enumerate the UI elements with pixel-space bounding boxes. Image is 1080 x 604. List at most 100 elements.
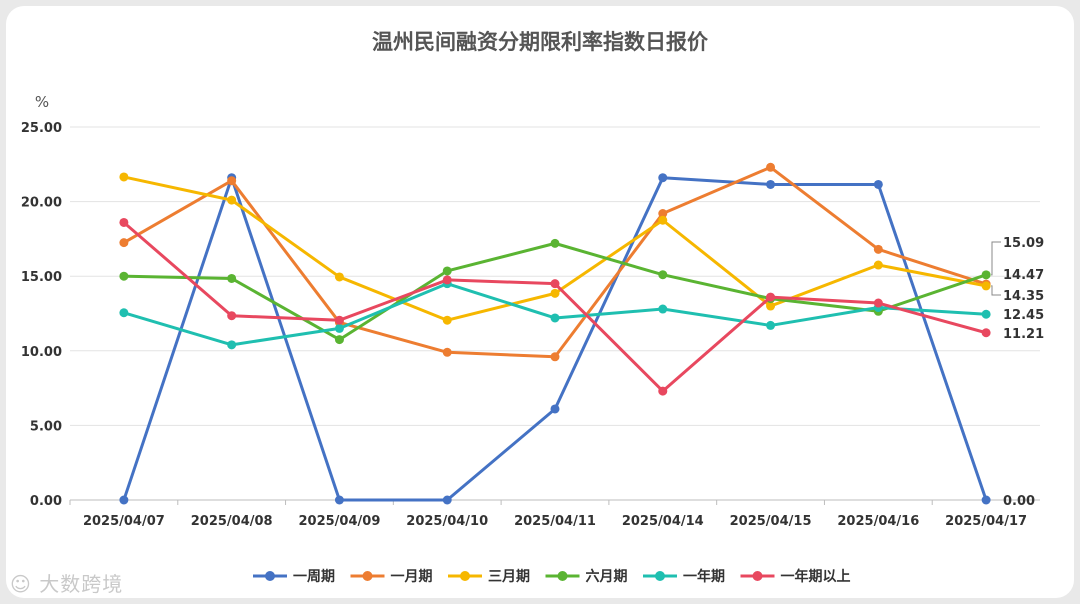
series-一年期以上 <box>119 217 991 396</box>
data-point <box>658 215 668 225</box>
data-point <box>658 209 668 219</box>
data-point <box>119 271 129 281</box>
data-point <box>119 172 129 182</box>
end-label: 11.21 <box>1003 327 1044 342</box>
legend-swatch-dot <box>557 571 568 581</box>
watermark: ☺ 大数跨境 <box>10 568 123 597</box>
end-label: 15.09 <box>1003 236 1044 251</box>
legend-label: 一月期 <box>391 569 433 585</box>
data-point <box>119 495 129 505</box>
data-point <box>334 495 344 505</box>
series-六月期 <box>119 238 991 345</box>
legend-swatch-dot <box>460 571 470 581</box>
x-tick-label: 2025/04/09 <box>299 514 381 529</box>
x-tick-label: 2025/04/11 <box>514 514 596 529</box>
data-point <box>442 275 452 285</box>
y-tick-label: 20.00 <box>21 196 62 211</box>
data-point <box>766 320 776 330</box>
data-point <box>334 335 344 345</box>
series-lines <box>119 162 991 505</box>
y-tick-label: 10.00 <box>21 345 62 360</box>
series-三月期 <box>119 172 991 325</box>
x-tick-label: 2025/04/17 <box>945 514 1027 529</box>
data-point <box>873 298 883 308</box>
end-label-leader <box>991 285 1001 296</box>
chart-card <box>6 6 1074 598</box>
legend-item: 六月期 <box>545 568 628 585</box>
series-line <box>122 176 988 502</box>
data-point <box>981 495 991 505</box>
data-point <box>766 292 776 302</box>
series-line <box>123 175 987 322</box>
y-axis: 0.00 5.00 10.00 15.00 20.00 25.00 <box>21 121 62 509</box>
end-label: 0.00 <box>1003 494 1035 509</box>
data-point <box>766 301 776 311</box>
legend-label: 六月期 <box>586 568 628 585</box>
legend-item: 一月期 <box>350 569 433 585</box>
data-point <box>550 288 560 298</box>
series-一月期 <box>119 162 991 362</box>
data-point <box>442 315 452 325</box>
data-point <box>766 162 776 172</box>
data-point <box>442 347 452 357</box>
data-point <box>550 313 560 323</box>
data-point <box>873 260 883 270</box>
y-unit-label: % <box>35 93 49 111</box>
data-point <box>227 176 237 186</box>
data-point <box>658 173 668 183</box>
y-tick-label: 5.00 <box>30 419 62 434</box>
chart-title: 温州民间融资分期限利率指数日报价 <box>372 30 709 54</box>
data-point <box>119 238 129 248</box>
data-point <box>981 281 991 291</box>
data-point <box>334 272 344 282</box>
watermark-logo-icon: ☺ <box>10 572 32 596</box>
legend-item: 一周期 <box>253 569 335 585</box>
data-point <box>227 340 237 350</box>
data-point <box>873 179 883 189</box>
data-point <box>334 323 344 333</box>
legend-swatch-dot <box>362 571 373 581</box>
end-label: 14.47 <box>1003 268 1044 283</box>
end-labels: 15.09 14.47 14.35 12.45 11.21 0.00 <box>991 236 1044 509</box>
series-line <box>123 165 987 359</box>
y-tick-label: 0.00 <box>30 494 62 509</box>
series-一周期 <box>119 173 991 505</box>
y-tick-label: 25.00 <box>21 121 62 136</box>
legend-item: 三月期 <box>448 569 530 585</box>
end-label: 12.45 <box>1003 308 1044 323</box>
x-tick-label: 2025/04/14 <box>622 514 704 529</box>
x-tick-label: 2025/04/08 <box>191 514 273 529</box>
legend-label: 三月期 <box>488 569 530 585</box>
data-point <box>766 179 776 189</box>
legend-swatch-dot <box>655 571 665 581</box>
legend-swatch-dot <box>265 571 275 581</box>
x-tick-label: 2025/04/10 <box>406 514 488 529</box>
data-point <box>442 266 452 276</box>
legend-item: 一年期 <box>643 568 725 585</box>
watermark-text: 大数跨境 <box>39 572 124 596</box>
x-axis: 2025/04/07 2025/04/08 2025/04/09 2025/04/10… <box>69 500 1027 529</box>
data-point <box>119 217 129 227</box>
legend-item: 一年期以上 <box>740 568 851 585</box>
data-point <box>550 238 560 248</box>
data-point <box>658 270 668 280</box>
data-point <box>658 304 668 314</box>
data-point <box>119 308 129 318</box>
data-point <box>227 311 237 321</box>
legend-swatch-dot <box>752 571 763 581</box>
data-point <box>227 273 237 283</box>
data-point <box>550 279 560 289</box>
legend-label: 一周期 <box>293 569 335 585</box>
x-tick-label: 2025/04/16 <box>837 514 919 529</box>
data-point <box>550 352 560 362</box>
data-point <box>658 386 668 396</box>
data-point <box>981 328 991 338</box>
legend: 一周期 一月期 三月期 六月期 一年期 一年期以上 <box>253 568 851 585</box>
y-tick-label: 15.00 <box>21 270 62 285</box>
data-point <box>873 244 883 254</box>
data-point <box>442 495 452 505</box>
x-tick-label: 2025/04/07 <box>83 514 165 529</box>
data-point <box>550 404 560 414</box>
end-label: 14.35 <box>1003 289 1044 304</box>
